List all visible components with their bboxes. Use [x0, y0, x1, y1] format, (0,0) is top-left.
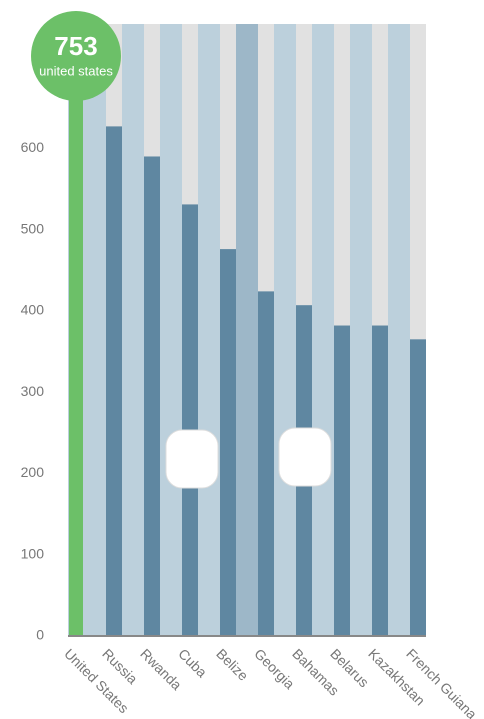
y-tick-label: 600 — [21, 139, 45, 155]
data-label: 753 — [54, 31, 97, 61]
y-tick-label: 500 — [21, 220, 45, 236]
x-tick-label: Cuba — [175, 645, 210, 680]
bar — [410, 339, 426, 636]
bar — [334, 326, 350, 636]
bar-remainder — [220, 24, 236, 249]
bar — [69, 24, 83, 636]
y-tick-label: 300 — [21, 383, 45, 399]
y-tick-label: 200 — [21, 464, 45, 480]
hand — [166, 430, 218, 488]
y-tick-label: 100 — [21, 545, 45, 561]
bar-remainder — [258, 24, 274, 291]
x-tick-label: French Guiana — [403, 645, 480, 719]
x-tick-label: Belize — [213, 645, 251, 683]
bar — [106, 126, 122, 636]
column-stripe — [236, 24, 258, 636]
chart: 0100200300400500600United StatesRussiaRw… — [0, 0, 484, 719]
bar-remainder — [296, 24, 312, 305]
bar-remainder — [372, 24, 388, 326]
bar-remainder — [144, 24, 160, 156]
bar-remainder — [182, 24, 198, 204]
bar — [372, 326, 388, 636]
y-tick-label: 400 — [21, 302, 45, 318]
bar — [182, 204, 198, 636]
bar — [220, 249, 236, 636]
x-tick-label: Georgia — [251, 645, 298, 692]
bar — [258, 291, 274, 636]
hand — [279, 428, 331, 486]
badge-label: united states — [39, 63, 113, 78]
x-tick-label: Rwanda — [137, 645, 185, 693]
plot — [60, 24, 426, 636]
bar-remainder — [410, 24, 426, 339]
y-tick-label: 0 — [36, 627, 44, 643]
bar — [144, 156, 160, 636]
bar-remainder — [334, 24, 350, 326]
